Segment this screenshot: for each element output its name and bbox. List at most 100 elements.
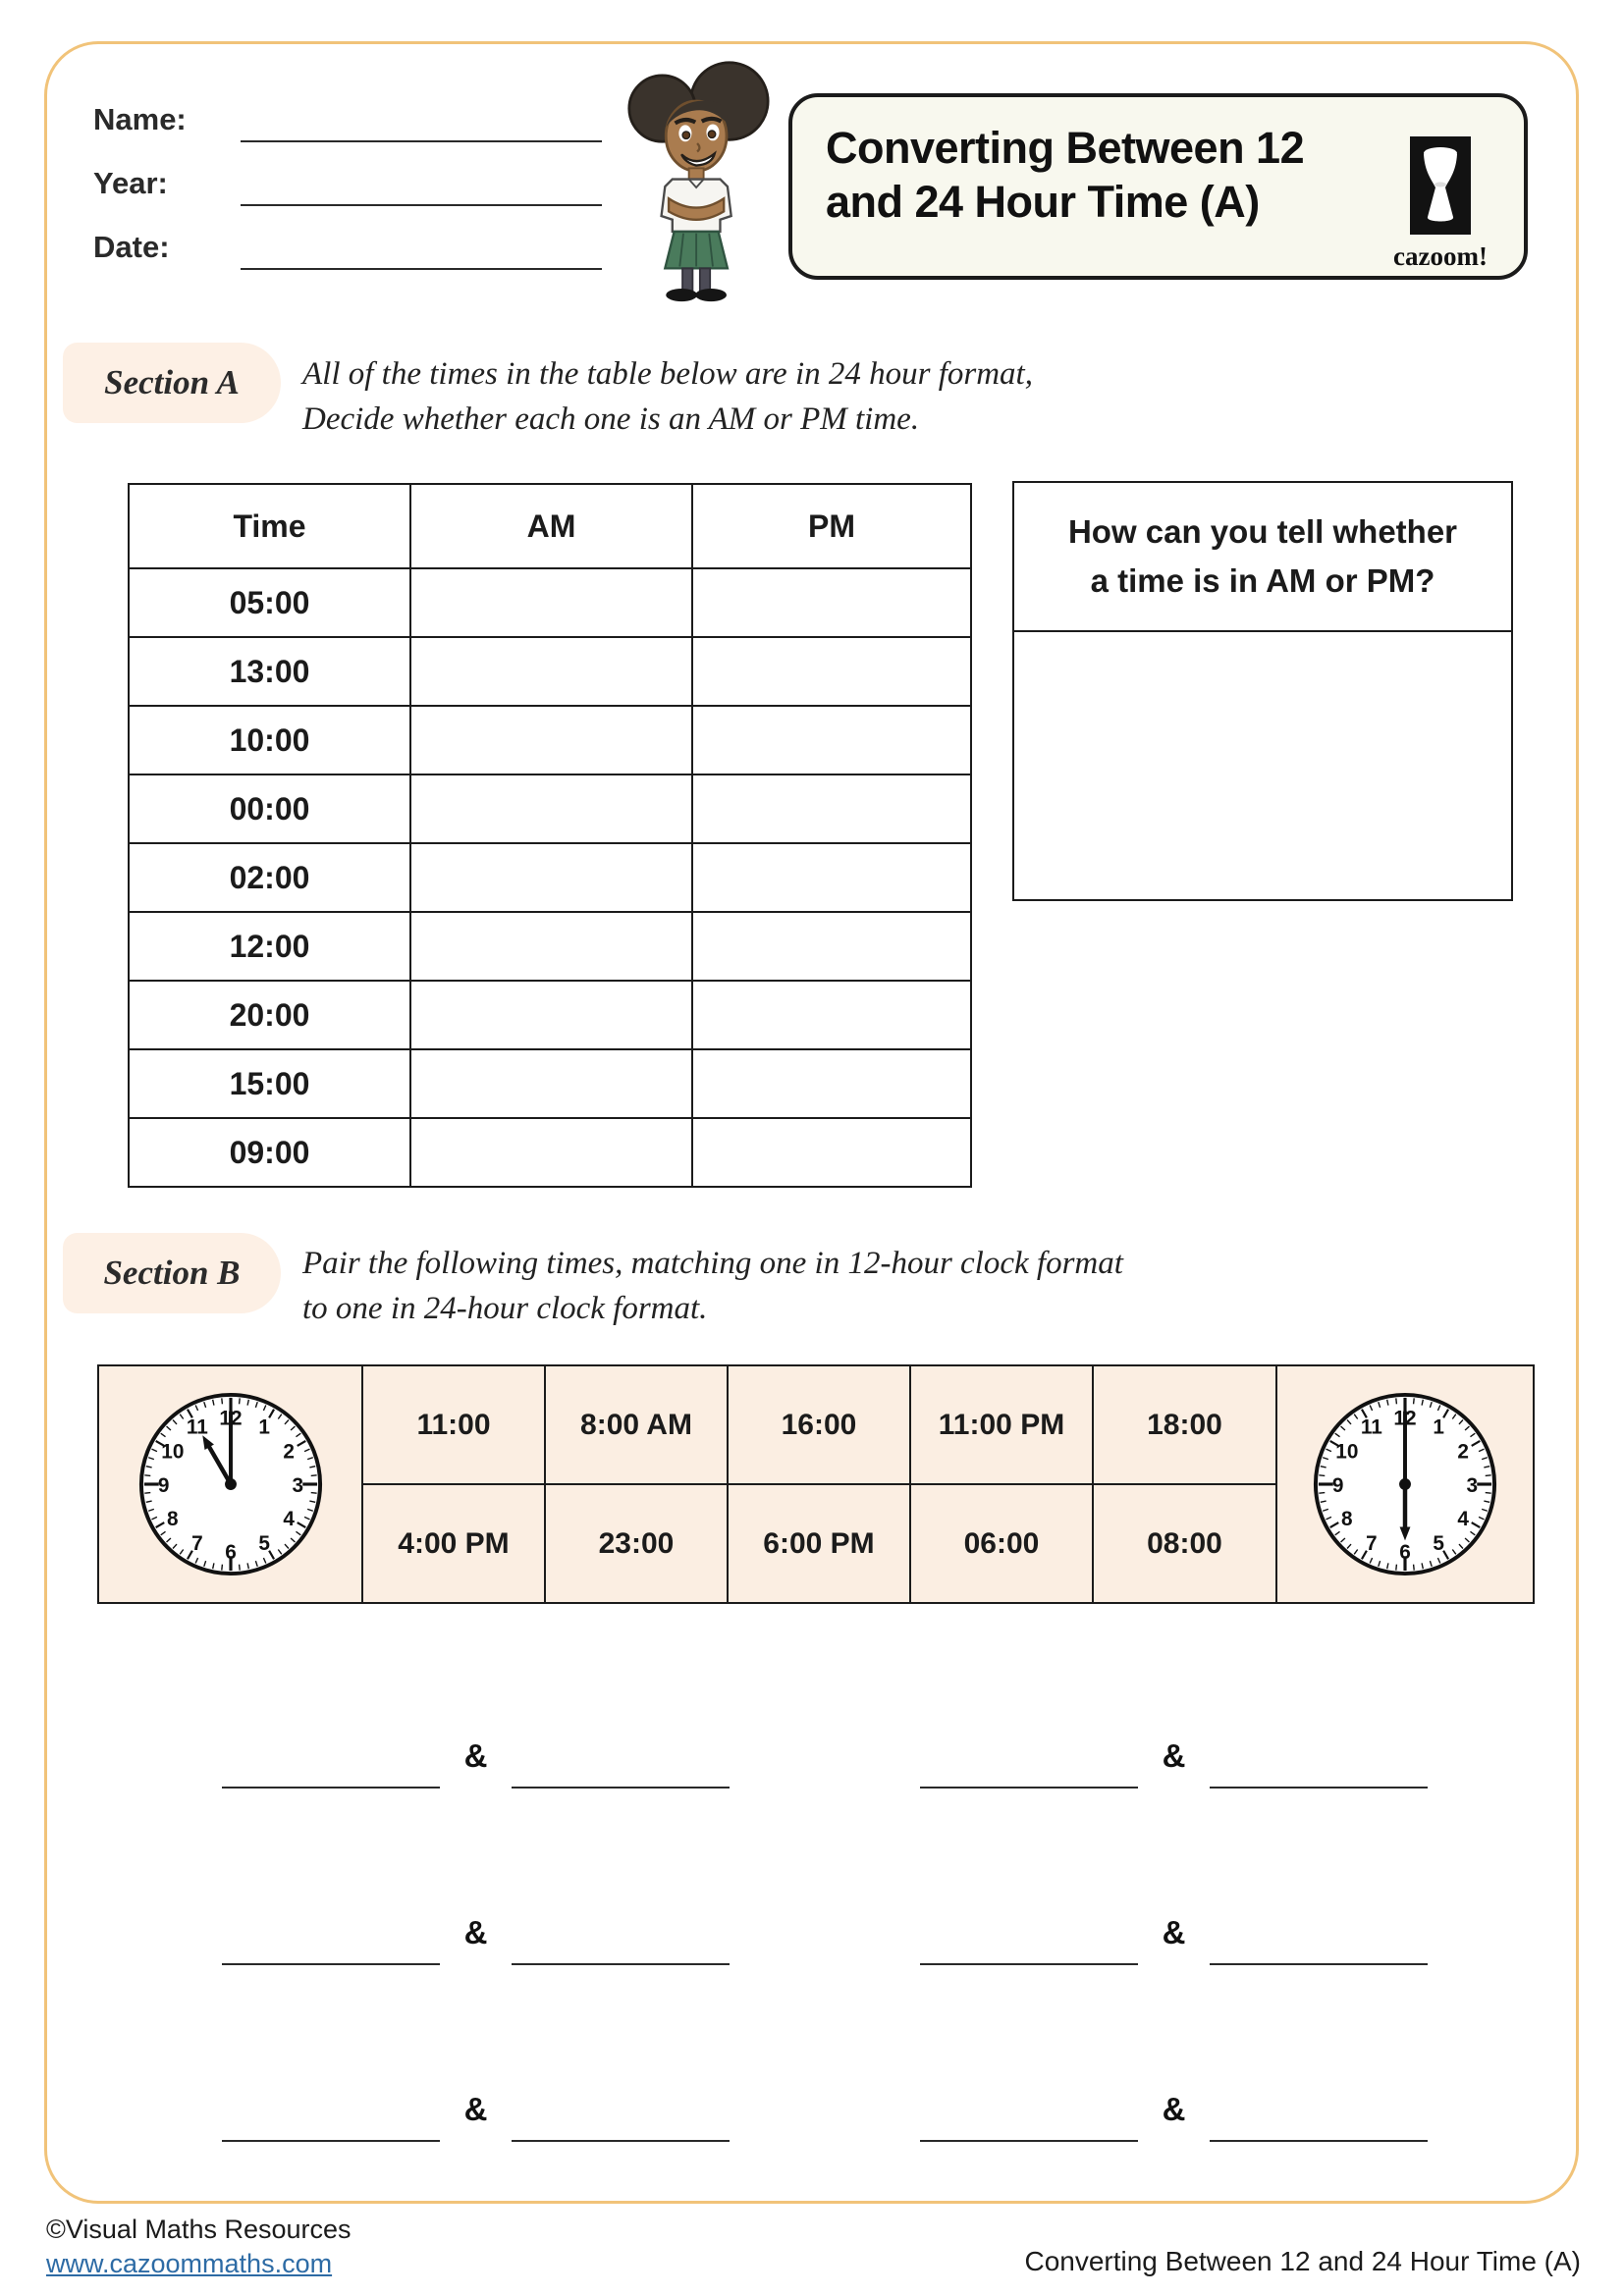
answer-blank-line[interactable] bbox=[512, 1787, 730, 1789]
student-character-illustration bbox=[619, 59, 778, 307]
table-row: 10:00 bbox=[128, 705, 972, 775]
copyright-text: ©Visual Maths Resources bbox=[46, 2215, 352, 2244]
answer-pair: & bbox=[920, 1728, 1428, 1789]
time-option[interactable]: 4:00 PM bbox=[361, 1483, 546, 1604]
pm-answer-cell[interactable] bbox=[691, 567, 972, 638]
svg-text:8: 8 bbox=[1341, 1508, 1353, 1530]
answer-blank-line[interactable] bbox=[512, 1963, 730, 1965]
answer-pair: & bbox=[222, 1904, 730, 1965]
ampersand: & bbox=[1162, 2091, 1186, 2127]
pm-answer-cell[interactable] bbox=[691, 705, 972, 775]
am-answer-cell[interactable] bbox=[409, 705, 693, 775]
table-row: 09:00 bbox=[128, 1117, 972, 1188]
table-row: 00:00 bbox=[128, 774, 972, 844]
cazoommaths-link[interactable]: www.cazoommaths.com bbox=[46, 2249, 333, 2278]
year-input-line[interactable] bbox=[241, 177, 602, 206]
section-a-pill: Section A bbox=[63, 343, 281, 423]
answer-blank-line[interactable] bbox=[920, 1963, 1138, 1965]
section-b-instruction-line1: Pair the following times, matching one i… bbox=[302, 1246, 1123, 1281]
pairing-table: 123456789101112 11:00 8:00 AM 16:00 11:0… bbox=[97, 1364, 1535, 1604]
date-label: Date: bbox=[93, 230, 170, 264]
time-option[interactable]: 06:00 bbox=[909, 1483, 1094, 1604]
worksheet-title-line1: Converting Between 12 bbox=[826, 123, 1305, 173]
time-value: 02:00 bbox=[128, 842, 411, 913]
answer-blank-line[interactable] bbox=[920, 2140, 1138, 2142]
pm-answer-cell[interactable] bbox=[691, 1048, 972, 1119]
ampersand: & bbox=[463, 1914, 488, 1950]
answer-blank-line[interactable] bbox=[1210, 2140, 1428, 2142]
answer-pair: & bbox=[222, 1728, 730, 1789]
pm-answer-cell[interactable] bbox=[691, 1117, 972, 1188]
answer-blank-line[interactable] bbox=[920, 1787, 1138, 1789]
svg-text:4: 4 bbox=[1457, 1508, 1469, 1530]
answer-blank-line[interactable] bbox=[1210, 1787, 1428, 1789]
pm-answer-cell[interactable] bbox=[691, 636, 972, 707]
am-answer-cell[interactable] bbox=[409, 636, 693, 707]
svg-text:11: 11 bbox=[186, 1416, 207, 1439]
name-input-line[interactable] bbox=[241, 113, 602, 142]
am-answer-cell[interactable] bbox=[409, 1048, 693, 1119]
answer-blank-line[interactable] bbox=[222, 1787, 440, 1789]
time-value: 09:00 bbox=[128, 1117, 411, 1188]
svg-text:11: 11 bbox=[1361, 1416, 1382, 1439]
am-answer-cell[interactable] bbox=[409, 774, 693, 844]
time-value: 15:00 bbox=[128, 1048, 411, 1119]
table-row: 02:00 bbox=[128, 842, 972, 913]
worksheet-title-box: Converting Between 12 and 24 Hour Time (… bbox=[788, 93, 1528, 280]
section-b-label: Section B bbox=[103, 1254, 241, 1292]
table-header-row: Time AM PM bbox=[128, 483, 972, 569]
section-a-instruction-line2: Decide whether each one is an AM or PM t… bbox=[302, 401, 920, 437]
svg-text:1: 1 bbox=[1433, 1416, 1444, 1439]
time-option[interactable]: 16:00 bbox=[727, 1364, 911, 1485]
am-answer-cell[interactable] bbox=[409, 842, 693, 913]
svg-text:10: 10 bbox=[161, 1441, 184, 1464]
svg-text:4: 4 bbox=[283, 1508, 295, 1530]
year-label: Year: bbox=[93, 166, 168, 200]
table-row: 05:00 bbox=[128, 567, 972, 638]
pairing-row-2: 4:00 PM 23:00 6:00 PM 06:00 08:00 bbox=[98, 1483, 1534, 1604]
table-row: 12:00 bbox=[128, 911, 972, 982]
svg-text:2: 2 bbox=[283, 1441, 295, 1464]
am-answer-cell[interactable] bbox=[409, 911, 693, 982]
time-option[interactable]: 8:00 AM bbox=[544, 1364, 729, 1485]
svg-text:6: 6 bbox=[1399, 1541, 1411, 1564]
svg-text:5: 5 bbox=[258, 1532, 270, 1555]
question-box-title-line2: a time is in AM or PM? bbox=[1090, 562, 1435, 599]
worksheet-border bbox=[44, 41, 1579, 2204]
time-option[interactable]: 6:00 PM bbox=[727, 1483, 911, 1604]
answer-blank-line[interactable] bbox=[222, 2140, 440, 2142]
time-option[interactable]: 18:00 bbox=[1092, 1364, 1277, 1485]
pm-answer-cell[interactable] bbox=[691, 980, 972, 1050]
answer-blank-line[interactable] bbox=[222, 1963, 440, 1965]
svg-text:1: 1 bbox=[258, 1416, 270, 1439]
time-value: 10:00 bbox=[128, 705, 411, 775]
am-answer-cell[interactable] bbox=[409, 980, 693, 1050]
pm-column-header: PM bbox=[691, 483, 972, 569]
time-option[interactable]: 11:00 bbox=[361, 1364, 546, 1485]
date-input-line[interactable] bbox=[241, 240, 602, 270]
question-box-title: How can you tell whether a time is in AM… bbox=[1014, 483, 1511, 632]
pairing-row-1: 123456789101112 11:00 8:00 AM 16:00 11:0… bbox=[97, 1364, 1535, 1604]
svg-text:10: 10 bbox=[1335, 1441, 1358, 1464]
am-answer-cell[interactable] bbox=[409, 567, 693, 638]
answer-blank-line[interactable] bbox=[1210, 1963, 1428, 1965]
time-option[interactable]: 08:00 bbox=[1092, 1483, 1277, 1604]
am-answer-cell[interactable] bbox=[409, 1117, 693, 1188]
pm-answer-cell[interactable] bbox=[691, 774, 972, 844]
answer-blank-line[interactable] bbox=[512, 2140, 730, 2142]
time-option[interactable]: 23:00 bbox=[544, 1483, 729, 1604]
svg-text:8: 8 bbox=[167, 1508, 179, 1530]
svg-text:7: 7 bbox=[1366, 1532, 1378, 1555]
time-option[interactable]: 11:00 PM bbox=[909, 1364, 1094, 1485]
analog-clock-right: 123456789101112 bbox=[1275, 1364, 1535, 1604]
pm-answer-cell[interactable] bbox=[691, 911, 972, 982]
svg-text:3: 3 bbox=[1467, 1474, 1479, 1497]
cazoom-logo: cazoom! bbox=[1379, 136, 1502, 272]
answer-pair: & bbox=[920, 1904, 1428, 1965]
question-answer-area[interactable] bbox=[1014, 632, 1511, 900]
footer-document-title: Converting Between 12 and 24 Hour Time (… bbox=[1024, 2246, 1581, 2276]
table-row: 15:00 bbox=[128, 1048, 972, 1119]
ampersand: & bbox=[463, 1737, 488, 1774]
pm-answer-cell[interactable] bbox=[691, 842, 972, 913]
svg-text:7: 7 bbox=[191, 1532, 203, 1555]
